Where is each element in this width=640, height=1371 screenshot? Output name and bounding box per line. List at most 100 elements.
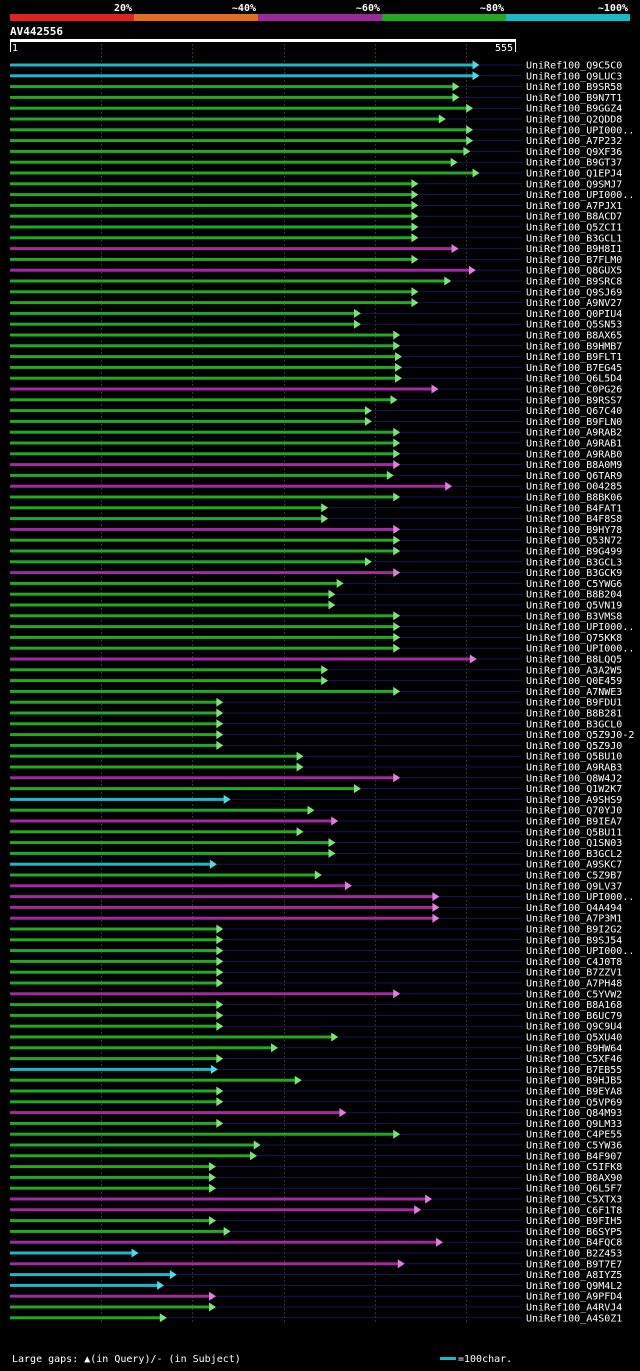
hit-row[interactable]: UniRef100_A7PJX1 [10, 200, 622, 212]
hit-row[interactable]: UniRef100_B7FLM0 [10, 254, 622, 266]
hit-label[interactable]: UniRef100_Q5ZCI1 [526, 223, 622, 234]
hit-row[interactable]: UniRef100_B9EYA8 [10, 1086, 622, 1098]
hit-row[interactable]: UniRef100_B9H8I1 [10, 244, 622, 255]
hit-row[interactable]: UniRef100_O04285 [10, 481, 622, 493]
hit-label[interactable]: UniRef100_B9SJ54 [526, 935, 622, 946]
hit-label[interactable]: UniRef100_C4PE55 [526, 1130, 622, 1141]
hit-label[interactable]: UniRef100_O04285 [526, 482, 622, 493]
hit-label[interactable]: UniRef100_C5XF46 [526, 1054, 622, 1065]
hit-label[interactable]: UniRef100_B9FIH5 [526, 1216, 622, 1227]
hit-row[interactable]: UniRef100_C5YW36 [10, 1140, 622, 1152]
hit-label[interactable]: UniRef100_A3A2W5 [526, 665, 622, 676]
hit-row[interactable]: UniRef100_A9SHS9 [10, 794, 622, 806]
hit-row[interactable]: UniRef100_B9GGZ4 [10, 103, 622, 115]
hit-label[interactable]: UniRef100_A7PJX1 [526, 201, 622, 212]
hit-row[interactable]: UniRef100_B8LQQ5 [10, 654, 622, 666]
hit-label[interactable]: UniRef100_B8A0M9 [526, 460, 622, 471]
hit-row[interactable]: UniRef100_Q5XU40 [10, 1032, 622, 1044]
hit-label[interactable]: UniRef100_B7FLM0 [526, 255, 622, 266]
hit-label[interactable]: UniRef100_Q9LM33 [526, 1119, 622, 1130]
hit-label[interactable]: UniRef100_Q5XU40 [526, 1033, 622, 1044]
hit-row[interactable]: UniRef100_Q9M4L2 [10, 1280, 622, 1292]
hit-row[interactable]: UniRef100_UPI000.. [10, 190, 634, 201]
hit-label[interactable]: UniRef100_B9HJB5 [526, 1076, 622, 1087]
hit-row[interactable]: UniRef100_UPI000.. [10, 622, 634, 633]
hit-row[interactable]: UniRef100_B8AX90 [10, 1172, 622, 1184]
hit-row[interactable]: UniRef100_Q9XF36 [10, 146, 622, 158]
hit-label[interactable]: UniRef100_C5YWG6 [526, 579, 622, 590]
hit-label[interactable]: UniRef100_Q67C40 [526, 406, 622, 417]
hit-label[interactable]: UniRef100_B9H8I1 [526, 244, 622, 255]
hit-row[interactable]: UniRef100_B9N7T1 [10, 92, 622, 104]
hit-label[interactable]: UniRef100_B8BK06 [526, 493, 622, 504]
hit-label[interactable]: UniRef100_Q5BU10 [526, 752, 622, 763]
hit-row[interactable]: UniRef100_B4FQC8 [10, 1237, 622, 1249]
hit-label[interactable]: UniRef100_Q84M93 [526, 1108, 622, 1119]
hit-row[interactable]: UniRef100_B3GCK9 [10, 568, 622, 579]
hit-label[interactable]: UniRef100_Q1W2K7 [526, 784, 622, 795]
hit-label[interactable]: UniRef100_B9IEA7 [526, 817, 622, 828]
hit-row[interactable]: UniRef100_B9G499 [10, 546, 622, 558]
hit-row[interactable]: UniRef100_B9HW64 [10, 1043, 622, 1054]
hit-label[interactable]: UniRef100_C5XTX3 [526, 1195, 622, 1206]
hit-label[interactable]: UniRef100_Q5VP69 [526, 1097, 622, 1108]
hit-label[interactable]: UniRef100_B3VMS8 [526, 611, 622, 622]
hit-label[interactable]: UniRef100_B9FLT1 [526, 352, 622, 363]
hit-row[interactable]: UniRef100_B9FLN0 [10, 416, 622, 428]
hit-row[interactable]: UniRef100_B3VMS8 [10, 611, 622, 622]
hit-label[interactable]: UniRef100_B8B281 [526, 709, 622, 720]
hit-label[interactable]: UniRef100_A9SKC7 [526, 860, 622, 871]
hit-label[interactable]: UniRef100_Q9SJ69 [526, 287, 622, 298]
hit-row[interactable]: UniRef100_B8B204 [10, 589, 622, 601]
hit-label[interactable]: UniRef100_C0PG26 [526, 385, 622, 396]
hit-row[interactable]: UniRef100_A7P3M1 [10, 913, 622, 925]
hit-label[interactable]: UniRef100_Q9XF36 [526, 147, 622, 158]
hit-row[interactable]: UniRef100_C5XF46 [10, 1054, 622, 1065]
hit-row[interactable]: UniRef100_Q9LM33 [10, 1118, 622, 1130]
hit-label[interactable]: UniRef100_Q5Z9J0-2 [526, 730, 634, 741]
hit-row[interactable]: UniRef100_A7P232 [10, 136, 622, 147]
hit-row[interactable]: UniRef100_B9HJB5 [10, 1075, 622, 1087]
hit-label[interactable]: UniRef100_A4S0Z1 [526, 1313, 622, 1324]
hit-row[interactable]: UniRef100_B9FLT1 [10, 352, 622, 363]
hit-label[interactable]: UniRef100_Q4A494 [526, 903, 622, 914]
hit-row[interactable]: UniRef100_Q9SJ69 [10, 287, 622, 298]
hit-row[interactable]: UniRef100_Q8W4J2 [10, 773, 622, 784]
hit-label[interactable]: UniRef100_B8AX90 [526, 1173, 622, 1184]
hit-row[interactable]: UniRef100_B2Z453 [10, 1248, 622, 1260]
hit-label[interactable]: UniRef100_A7P232 [526, 136, 622, 147]
hit-label[interactable]: UniRef100_Q8W4J2 [526, 773, 622, 784]
hit-row[interactable]: UniRef100_Q9SMJ7 [10, 179, 622, 190]
hit-label[interactable]: UniRef100_A9RAB2 [526, 428, 622, 439]
hit-label[interactable]: UniRef100_Q6L5D4 [526, 374, 622, 385]
hit-row[interactable]: UniRef100_C5IFK8 [10, 1162, 622, 1173]
hit-row[interactable]: UniRef100_Q5Z9J0 [10, 740, 622, 752]
hit-row[interactable]: UniRef100_B8A0M9 [10, 460, 622, 471]
hit-row[interactable]: UniRef100_B9FIH5 [10, 1216, 622, 1227]
hit-label[interactable]: UniRef100_Q75KK8 [526, 633, 622, 644]
hit-label[interactable]: UniRef100_B9SRC8 [526, 277, 622, 288]
hit-label[interactable]: UniRef100_B9GGZ4 [526, 104, 622, 115]
hit-label[interactable]: UniRef100_C4J0T8 [526, 957, 622, 968]
hit-label[interactable]: UniRef100_B3GCL3 [526, 557, 622, 568]
hit-row[interactable]: UniRef100_UPI000.. [10, 643, 634, 655]
hit-row[interactable]: UniRef100_B8AX65 [10, 330, 622, 342]
hit-label[interactable]: UniRef100_Q2QDD8 [526, 115, 622, 126]
hit-label[interactable]: UniRef100_B9T7E7 [526, 1259, 622, 1270]
hit-label[interactable]: UniRef100_A9NV27 [526, 298, 622, 309]
hit-label[interactable]: UniRef100_B4FAT1 [526, 503, 622, 514]
hit-label[interactable]: UniRef100_C5IFK8 [526, 1162, 622, 1173]
hit-label[interactable]: UniRef100_Q5Z9J0 [526, 741, 622, 752]
hit-row[interactable]: UniRef100_B7ZZV1 [10, 967, 622, 979]
hit-label[interactable]: UniRef100_B2Z453 [526, 1249, 622, 1260]
hit-label[interactable]: UniRef100_Q70YJ0 [526, 806, 622, 817]
hit-row[interactable]: UniRef100_A9PFD4 [10, 1291, 622, 1303]
hit-label[interactable]: UniRef100_A7PH48 [526, 979, 622, 990]
hit-row[interactable]: UniRef100_UPI000.. [10, 892, 634, 903]
hit-label[interactable]: UniRef100_C6F1T8 [526, 1205, 622, 1216]
hit-row[interactable]: UniRef100_Q6L5F7 [10, 1183, 622, 1195]
hit-label[interactable]: UniRef100_A9SHS9 [526, 795, 622, 806]
hit-row[interactable]: UniRef100_Q8GUX5 [10, 265, 622, 277]
hit-row[interactable]: UniRef100_A9RAB2 [10, 427, 622, 439]
hit-row[interactable]: UniRef100_Q6L5D4 [10, 373, 622, 385]
